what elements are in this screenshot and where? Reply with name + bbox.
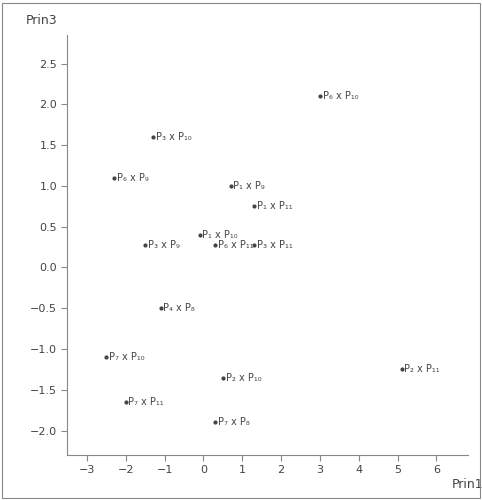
Text: P₂ x P₁₁: P₂ x P₁₁ bbox=[404, 364, 440, 374]
Text: P₃ x P₉: P₃ x P₉ bbox=[148, 240, 180, 250]
Text: P₁ x P₁₀: P₁ x P₁₀ bbox=[202, 230, 238, 240]
X-axis label: Prin1: Prin1 bbox=[452, 478, 482, 491]
Text: Prin3: Prin3 bbox=[26, 14, 57, 26]
Text: P₁ x P₁₁: P₁ x P₁₁ bbox=[256, 202, 292, 211]
Text: P₂ x P₁₀: P₂ x P₁₀ bbox=[226, 372, 261, 382]
Text: P₃ x P₁₁: P₃ x P₁₁ bbox=[256, 240, 293, 250]
Text: P₇ x P₁₁: P₇ x P₁₁ bbox=[129, 397, 164, 407]
Text: P₆ x P₁₀: P₆ x P₁₀ bbox=[322, 91, 358, 101]
Text: P₆ x P₉: P₆ x P₉ bbox=[117, 172, 148, 182]
Text: P₃ x P₁₀: P₃ x P₁₀ bbox=[156, 132, 191, 142]
Text: P₇ x P₁₀: P₇ x P₁₀ bbox=[109, 352, 145, 362]
Text: P₇ x P₈: P₇ x P₈ bbox=[218, 418, 250, 428]
Text: P₆ x P₁₁: P₆ x P₁₁ bbox=[218, 240, 254, 250]
Text: P₄ x P₈: P₄ x P₈ bbox=[163, 303, 195, 313]
Text: P₁ x P₉: P₁ x P₉ bbox=[233, 181, 265, 191]
